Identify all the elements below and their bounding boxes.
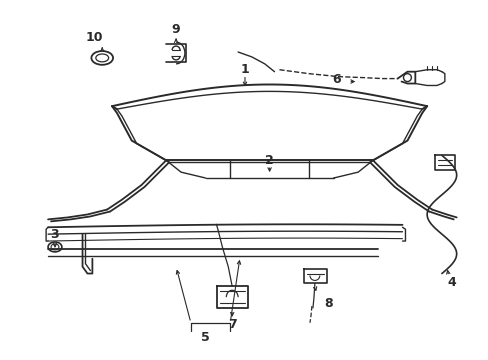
Text: 10: 10: [85, 31, 103, 44]
Text: 9: 9: [171, 23, 180, 36]
Text: 4: 4: [447, 276, 455, 289]
Text: 6: 6: [331, 73, 340, 86]
Text: 2: 2: [264, 154, 273, 167]
Text: 7: 7: [227, 318, 236, 331]
Text: 3: 3: [51, 228, 59, 240]
Text: 8: 8: [324, 297, 332, 310]
Text: 5: 5: [201, 331, 209, 344]
Text: 1: 1: [240, 63, 249, 76]
